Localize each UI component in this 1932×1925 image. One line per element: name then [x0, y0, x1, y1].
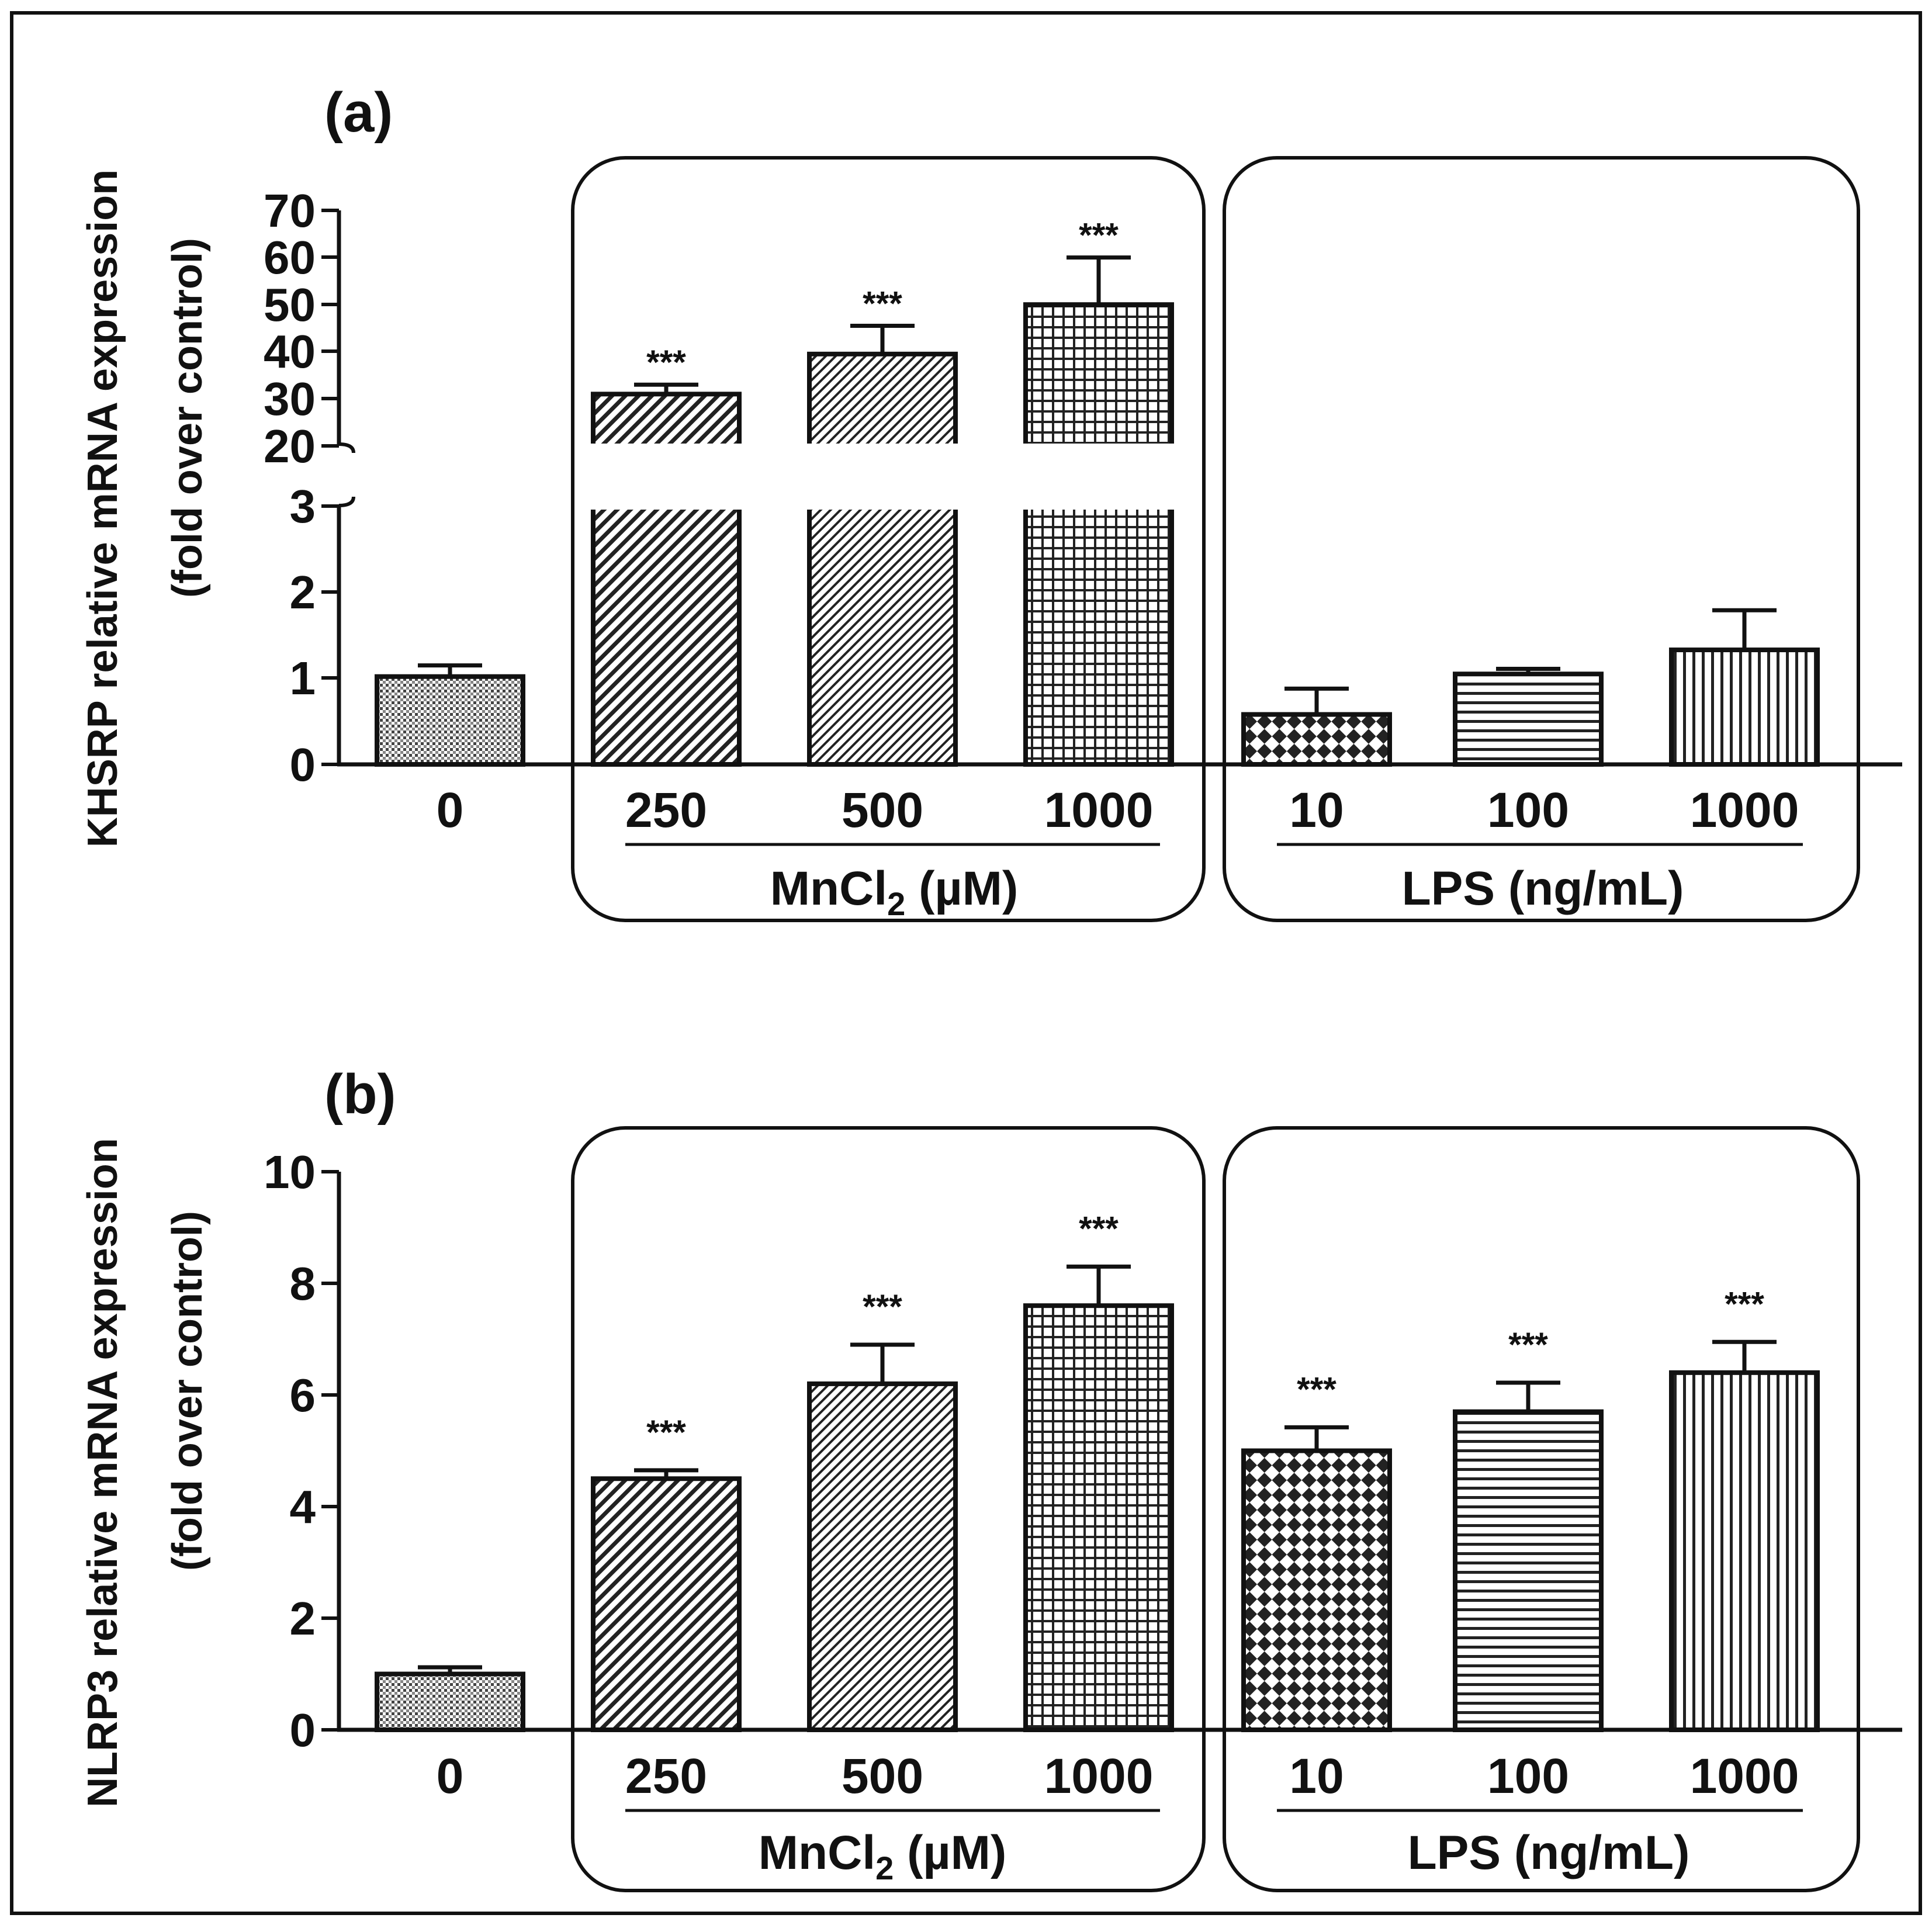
tick-label: 6 [290, 1369, 316, 1421]
significance-marker: *** [1508, 1326, 1548, 1364]
lps-group-label-b: LPS (ng/mL) [1408, 1826, 1690, 1879]
panel-a-ylabel-line1: KHSRP relative mRNA expression [79, 169, 126, 847]
tick-label: 2 [290, 1592, 316, 1644]
category-label: 500 [842, 783, 923, 837]
bar-upper [1023, 302, 1174, 449]
mncl2-group-label-main: MnCl [770, 862, 887, 915]
category-label: 1000 [1690, 783, 1799, 837]
mncl2-group-box [571, 156, 1206, 922]
mncl2-group-label-b-unit: (µM) [894, 1826, 1006, 1879]
tick-label: 1 [290, 652, 316, 704]
tick-label: 3 [290, 480, 316, 532]
panel-b-ylabel-line1: NLRP3 relative mRNA expression [79, 1138, 126, 1808]
category-label: 10 [1289, 783, 1344, 837]
bar [1669, 1370, 1820, 1733]
panel-a-category-labels: 0 250 500 1000 10 100 1000 [437, 783, 1799, 837]
tick-label: 8 [290, 1258, 316, 1310]
panel-b-label: (b) [324, 1063, 396, 1126]
tick-label: 2 [290, 566, 316, 618]
bar-break-gap [806, 444, 959, 449]
mncl2-group-label: MnCl2 (µM) [770, 862, 1019, 922]
bar [591, 1476, 742, 1732]
bar-break-gap [590, 504, 743, 510]
bar [1453, 671, 1604, 767]
bar [1241, 712, 1392, 767]
bar-break-gap [590, 444, 743, 449]
bar [1023, 1303, 1174, 1732]
category-label: 100 [1487, 1749, 1569, 1803]
figure-border [10, 11, 1922, 1915]
bar-lower [807, 504, 958, 767]
tick-label: 60 [264, 231, 316, 283]
significance-marker: *** [646, 344, 686, 382]
panel-b: (b) NLRP3 relative mRNA expression (fold… [79, 1063, 1902, 1892]
bar-break-gap [1022, 504, 1175, 510]
bar [375, 674, 525, 767]
category-label: 100 [1487, 783, 1569, 837]
bar-upper [807, 351, 958, 449]
bar [807, 1381, 958, 1732]
bar [1241, 1448, 1392, 1732]
significance-marker: *** [1079, 217, 1119, 255]
bar [1669, 648, 1820, 767]
significance-marker: *** [863, 1288, 902, 1326]
panel-b-bars: *** *** *** *** *** *** [375, 1210, 1820, 1733]
category-label: 500 [842, 1749, 923, 1803]
lps-group-box [1223, 156, 1860, 922]
bar-upper [591, 392, 742, 449]
panel-a-ylabel-line2: (fold over control) [164, 238, 211, 598]
tick-label: 30 [264, 373, 316, 425]
panel-a-bars: *** *** *** [375, 217, 1820, 767]
category-label: 1000 [1044, 783, 1154, 837]
panel-a-upper-ticks: 20 30 40 50 60 70 [264, 185, 339, 472]
bar [1453, 1409, 1604, 1732]
mncl2-group-box-b [571, 1126, 1206, 1892]
tick-label: 40 [264, 326, 316, 378]
category-label: 0 [437, 1749, 464, 1803]
panel-a-axis-break-bottom [338, 496, 355, 507]
panel-a-lower-ticks: 0 1 2 3 [290, 480, 339, 791]
mncl2-group-label-b: MnCl2 (µM) [759, 1826, 1007, 1886]
bar [375, 1671, 525, 1732]
bar-break-gap [1022, 444, 1175, 449]
panel-b-category-labels: 0 250 500 1000 10 100 1000 [437, 1749, 1799, 1803]
panel-a: (a) KHSRP relative mRNA expression (fold… [79, 81, 1902, 922]
significance-marker: *** [863, 285, 902, 323]
significance-marker: *** [646, 1414, 686, 1452]
mncl2-group-label-b-main: MnCl [759, 1826, 875, 1879]
tick-label: 50 [264, 279, 316, 331]
bar-break-gap [806, 504, 959, 510]
tick-label: 0 [290, 1704, 316, 1756]
significance-marker: *** [1297, 1370, 1337, 1408]
category-label: 10 [1289, 1749, 1344, 1803]
category-label: 1000 [1044, 1749, 1154, 1803]
significance-marker: *** [1079, 1210, 1119, 1248]
mncl2-group-label-unit: (µM) [905, 862, 1018, 915]
tick-label: 10 [264, 1146, 316, 1198]
tick-label: 4 [290, 1481, 316, 1533]
category-label: 1000 [1690, 1749, 1799, 1803]
tick-label: 0 [290, 739, 316, 791]
mncl2-group-label-sub: 2 [887, 885, 905, 922]
category-label: 250 [625, 1749, 707, 1803]
significance-marker: *** [1725, 1285, 1764, 1323]
category-label: 0 [437, 783, 464, 837]
tick-label: 70 [264, 185, 316, 237]
mncl2-group-label-b-sub: 2 [875, 1850, 894, 1886]
panel-b-ylabel-line2: (fold over control) [164, 1211, 211, 1571]
lps-group-box-b [1223, 1126, 1860, 1892]
bar-lower [1023, 504, 1174, 767]
panel-b-ticks: 0 2 4 6 8 10 [264, 1146, 339, 1756]
lps-group-label: LPS (ng/mL) [1402, 862, 1684, 915]
category-label: 250 [625, 783, 707, 837]
panel-a-axis-break-top [338, 442, 355, 453]
tick-label: 20 [264, 420, 316, 472]
panel-a-label: (a) [324, 81, 393, 144]
bar-lower [591, 504, 742, 767]
